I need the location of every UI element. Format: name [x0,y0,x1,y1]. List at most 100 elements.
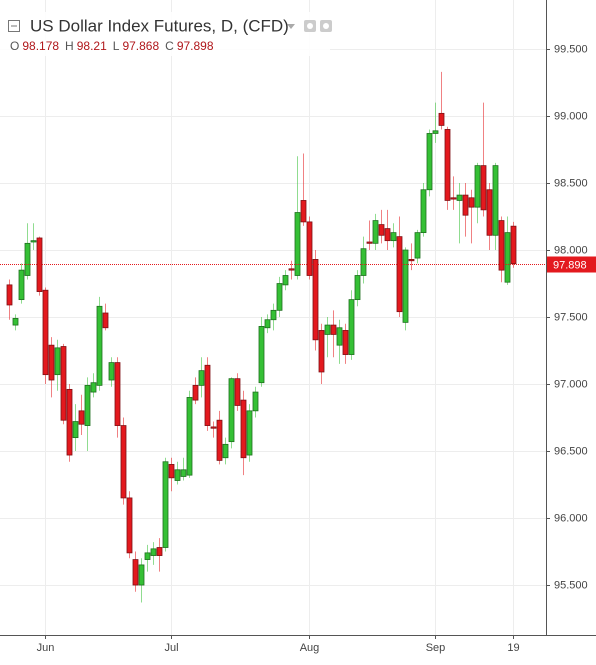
x-tick-label: Jul [164,642,178,654]
candle-body [360,248,367,276]
candle-body [510,225,517,265]
candle-body [294,212,301,276]
y-tick-label: 95.500 [554,579,588,591]
collapse-icon[interactable] [8,20,20,32]
candle-body [18,269,25,301]
candle-body [372,220,379,244]
candle-body [390,232,397,242]
legend-value: 98.178 [22,39,59,53]
candle-body [474,165,481,208]
candle-body [204,364,211,426]
candle-body [336,327,343,346]
candle-body [150,548,157,556]
candle-body [114,362,121,426]
candle-body [42,289,49,376]
candle-body [330,324,337,335]
eye-icon-pupil [307,23,313,29]
candle-body [432,130,439,134]
candle-body [180,469,187,477]
candle-body [126,497,133,554]
candle-body [264,319,271,329]
candle-body [378,224,385,236]
candle-body [228,378,235,443]
chart-title: US Dollar Index Futures, D, (CFD) [30,16,289,35]
candle-body [414,232,421,259]
settings-icon-hole [323,23,329,29]
candle-body [198,370,205,386]
candle-body [36,237,43,292]
candle-body [84,384,91,426]
candle-body [498,220,505,271]
candle-body [12,317,19,326]
y-tick-label: 96.000 [554,512,588,524]
candle-body [24,242,31,276]
candle-body [156,547,163,556]
x-tick-label: Jun [37,642,55,654]
candle-body [342,330,349,355]
candle-body [102,312,109,329]
legend-key: C [165,39,174,53]
candle-body [30,240,37,243]
legend-key: O [10,39,19,53]
candle-body [276,283,283,311]
candle-body [48,344,55,381]
legend-value: 97.898 [177,39,214,53]
candle-body [438,112,445,126]
candle-body [462,194,469,216]
candle-body [468,197,475,208]
candle-body [504,232,511,283]
candle-body [168,464,175,479]
y-tick-label: 98.500 [554,177,588,189]
candle-body [300,200,307,223]
x-tick-label: Aug [300,642,320,654]
candle-body [450,197,457,200]
ohlc-legend: O 98.178 H 98.21 L 97.868 C 97.898 [10,39,214,53]
legend-value: 97.868 [122,39,159,53]
legend-value: 98.21 [77,39,107,53]
candle-body [174,469,181,481]
candle-body [402,249,409,323]
candle-body [348,299,355,355]
candle-body [252,391,259,412]
candle-body [306,221,313,276]
candle-body [186,397,193,476]
candle-body [444,129,451,201]
axes: 95.500 96.000 96.500 97.000 97.500 98.000 98.5… [37,43,596,654]
legend-key: H [65,39,74,53]
candle-body [288,268,295,271]
candle-body [66,388,73,456]
candle-body [132,559,139,586]
candle-body [396,236,403,313]
candle-body [108,362,115,381]
candle-body [270,309,277,321]
candle-body [258,326,265,384]
y-tick-label: 96.500 [554,445,588,457]
candle-body [456,194,463,201]
candle-body [138,564,145,586]
last-price-tag [547,256,596,273]
header-bg [0,12,330,56]
candle-body [120,425,127,499]
last-price-label: 97.898 [553,259,587,271]
candle-body [408,259,415,262]
candle-body [480,165,487,211]
candle-body [90,382,97,393]
candle-body [222,443,229,459]
candle-body [144,552,151,560]
legend-key: L [113,39,120,53]
candle-body [354,275,361,301]
candle-body [210,426,217,429]
candle-body [420,189,427,234]
candles [0,71,546,603]
candle-body [192,384,199,401]
dropdown-icon[interactable] [287,24,295,29]
y-tick-label: 97.000 [554,378,588,390]
candle-body [492,165,499,236]
candle-body [72,421,79,439]
candle-body [234,378,241,406]
candle-body [54,347,61,376]
candle-body [240,399,247,459]
